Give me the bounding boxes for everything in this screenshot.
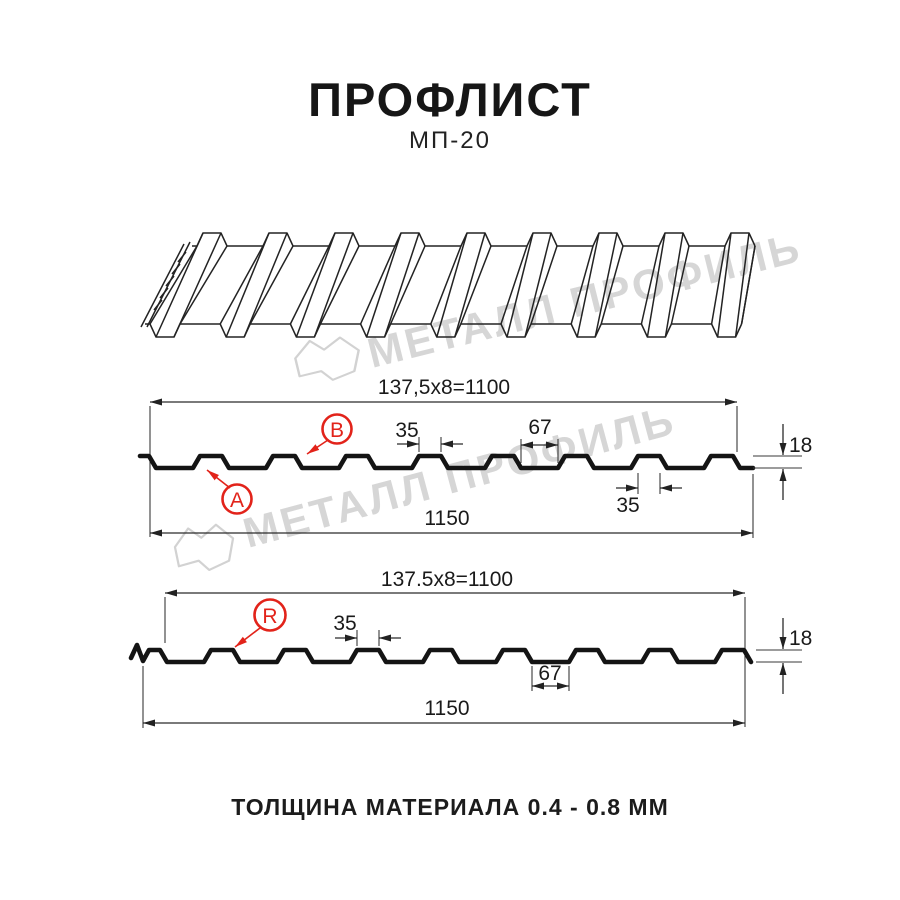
sheet3d-line: [313, 232, 354, 338]
sheet3d-line: [454, 232, 486, 338]
callout-a-label: A: [230, 489, 244, 512]
sheet3d-line: [149, 245, 198, 325]
dim-height-18: 18: [789, 627, 812, 650]
sheet3d-line: [155, 232, 204, 338]
dim-pitch-top: 137,5x8=1100: [378, 376, 510, 399]
sheet3d-line: [740, 245, 756, 325]
callout-r-circle: [253, 598, 287, 632]
sheet3d-line: [140, 243, 185, 328]
sheet3d-line: [600, 245, 624, 325]
sheet3d-line: [430, 245, 462, 325]
callout-a-circle: [221, 483, 253, 515]
thickness-note: ТОЛЩИНА МАТЕРИАЛА 0.4 - 0.8 ММ: [231, 794, 669, 820]
dim-height-18: 18: [789, 434, 812, 457]
sheet3d-line: [359, 245, 396, 325]
page-subtitle: МП-20: [409, 127, 491, 154]
sheet3d-line: [295, 232, 336, 338]
sheet3d-line: [716, 232, 732, 338]
sheet3d-line: [365, 232, 402, 338]
callout-b-circle: [321, 413, 353, 445]
sheet3d-line: [664, 232, 684, 338]
callout-r-label: R: [262, 605, 277, 628]
sheet3d-line: [460, 245, 492, 325]
profile-section-bottom: 137.5x8=1100 35 67 18: [128, 568, 812, 728]
sheet3d-line: [506, 232, 534, 338]
dim-valley-67: 67: [528, 416, 551, 439]
watermark-lower: МЕТАЛЛ ПРОФИЛЬ: [173, 396, 681, 572]
sheet3d-line: [500, 245, 528, 325]
sheet3d-line: [646, 232, 666, 338]
sheet3d-line: [219, 245, 264, 325]
sheet3d-line: [640, 245, 660, 325]
callout-b-label: B: [330, 419, 344, 442]
profiled-sheet-3d-drawing: [140, 232, 756, 338]
page-title: ПРОФЛИСТ: [308, 73, 592, 126]
callout-b-arrow: [306, 439, 329, 455]
sheet3d-line: [524, 232, 552, 338]
sheet3d-line: [319, 245, 360, 325]
profile-section-top: 137,5x8=1100 35 67 35: [137, 376, 812, 538]
sheet3d-line: [192, 232, 756, 247]
sheet3d-line: [389, 245, 426, 325]
sheet3d-line: [576, 232, 600, 338]
sheet3d-line: [436, 232, 468, 338]
sheet3d-line: [710, 245, 726, 325]
metall-profil-logo-icon: [173, 523, 235, 572]
dim-valley-67: 67: [538, 662, 561, 685]
sheet3d-line: [289, 245, 330, 325]
dim-pitch-bottom: 137.5x8=1100: [381, 568, 513, 591]
sheet3d-line: [249, 245, 294, 325]
dim-rib-top-35: 35: [333, 612, 356, 635]
sheet3d-line: [243, 232, 288, 338]
sheet3d-line: [225, 232, 270, 338]
metall-profil-logo-icon: [294, 336, 360, 381]
sheet3d-line: [179, 245, 228, 325]
dim-rib-top-35-right: 35: [616, 494, 639, 517]
sheet3d-line: [153, 251, 187, 311]
sheet3d-line: [530, 245, 558, 325]
sheet3d-line: [570, 245, 594, 325]
sheet3d-line: [734, 232, 750, 338]
dim-rib-top-35: 35: [395, 419, 418, 442]
dim-overall-1150: 1150: [424, 507, 469, 530]
sheet3d-line: [670, 245, 690, 325]
callout-r-arrow: [234, 627, 261, 648]
sheet3d-line: [594, 232, 618, 338]
dim-overall-1150: 1150: [424, 697, 469, 720]
sheet3d-line: [383, 232, 420, 338]
profile-outline-bottom: [128, 642, 754, 665]
profile-outline-top: [137, 453, 756, 471]
callout-a-arrow: [206, 469, 231, 489]
